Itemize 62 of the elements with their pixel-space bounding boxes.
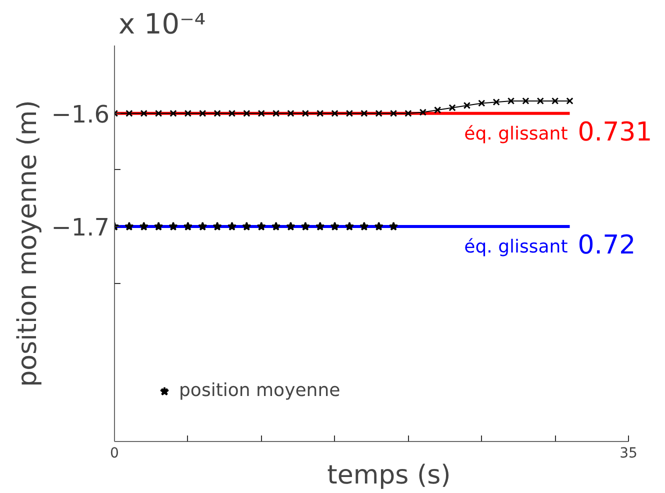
- point: [448, 104, 456, 112]
- legend-label: position moyenne: [179, 380, 340, 401]
- annotation: 0.731: [578, 117, 652, 148]
- point: [184, 110, 192, 117]
- x-tick-label: 0: [110, 446, 119, 462]
- point: [404, 110, 412, 117]
- text: x 10⁻⁴: [118, 8, 206, 40]
- point: [124, 222, 134, 231]
- point: [287, 110, 294, 117]
- point: [258, 110, 265, 117]
- x-tick-label: 35: [620, 446, 638, 462]
- point: [271, 222, 281, 231]
- x-axis-title: temps (s): [327, 460, 451, 490]
- point: [316, 110, 324, 117]
- point: [168, 222, 178, 231]
- point: [536, 97, 544, 105]
- point: [375, 110, 382, 117]
- point: [434, 106, 442, 114]
- point: [199, 110, 206, 117]
- point: [228, 110, 236, 117]
- series-label: éq. glissant: [464, 123, 568, 144]
- point: [478, 100, 486, 107]
- point: [126, 110, 133, 117]
- point: [243, 110, 250, 117]
- point: [390, 110, 398, 117]
- point: [507, 97, 515, 105]
- point: [492, 98, 500, 106]
- point: [551, 97, 559, 105]
- point: [302, 110, 309, 117]
- point: [419, 108, 426, 116]
- point: [154, 110, 162, 117]
- point: [360, 222, 369, 231]
- point: [388, 222, 398, 231]
- point: [344, 222, 354, 231]
- point: [300, 222, 310, 231]
- point: [316, 222, 325, 231]
- y-tick-label: −1.6: [51, 100, 110, 128]
- point: [566, 97, 574, 105]
- point: [212, 222, 222, 231]
- point: [331, 110, 338, 117]
- point: [170, 110, 177, 117]
- series-label: éq. glissant: [464, 236, 568, 258]
- point: [463, 102, 471, 110]
- point: [242, 222, 252, 231]
- point: [256, 222, 266, 231]
- point: [272, 110, 280, 117]
- point: [286, 222, 296, 231]
- point: [330, 222, 340, 231]
- point: [154, 222, 164, 231]
- point: [183, 222, 192, 231]
- y-axis-title: position moyenne (m): [13, 100, 44, 387]
- point: [214, 110, 221, 117]
- point: [198, 222, 208, 231]
- point: [346, 110, 354, 117]
- point: [139, 222, 148, 231]
- point: [140, 110, 148, 117]
- y-tick-label: −1.7: [51, 214, 110, 242]
- point: [374, 222, 384, 231]
- point: [227, 222, 237, 231]
- annotation: 0.72: [578, 230, 636, 261]
- point: [360, 110, 368, 117]
- point: [522, 97, 530, 105]
